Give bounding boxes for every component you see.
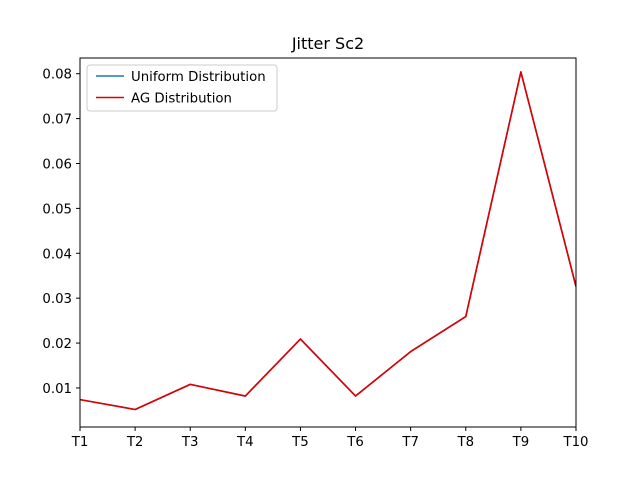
legend-label-ag-distribution: AG Distribution (131, 92, 232, 107)
series-layer (80, 71, 576, 411)
plot-background (80, 58, 576, 427)
y-tick-label-0: 0.01 (42, 382, 72, 397)
legend-label-uniform-distribution: Uniform Distribution (131, 70, 266, 85)
x-tick-label-t7: T7 (401, 435, 419, 450)
series-line-ag-distribution (80, 71, 576, 411)
y-tick-label-4: 0.05 (42, 202, 72, 217)
x-tick-label-t9: T9 (512, 435, 530, 450)
y-tick-label-2: 0.03 (42, 292, 72, 307)
x-tick-label-t8: T8 (456, 435, 474, 450)
y-tick-label-7: 0.08 (42, 68, 72, 83)
chart-title: Jitter Sc2 (291, 34, 364, 53)
x-tick-label-t1: T1 (71, 435, 89, 450)
x-tick-label-t5: T5 (291, 435, 309, 450)
axes-layer: T1 T2 T3 T4 T5 T6 T7 T8 T9 T10 0.01 0.02 0.03 0.04 0.0… (42, 57, 589, 450)
x-tick-label-t3: T3 (181, 435, 199, 450)
legend: Uniform Distribution AG Distribution (86, 64, 278, 112)
x-tick-label-t10: T10 (562, 435, 588, 450)
plot-area (80, 58, 576, 427)
y-tick-label-6: 0.07 (42, 113, 72, 128)
y-tick-label-1: 0.02 (42, 337, 72, 352)
y-tick-label-5: 0.06 (42, 157, 72, 172)
x-tick-label-t2: T2 (126, 435, 144, 450)
y-tick-label-3: 0.04 (42, 247, 72, 262)
x-tick-label-t4: T4 (236, 435, 254, 450)
x-tick-label-t6: T6 (346, 435, 364, 450)
legend-box (86, 64, 278, 112)
axes-frame (79, 57, 577, 428)
